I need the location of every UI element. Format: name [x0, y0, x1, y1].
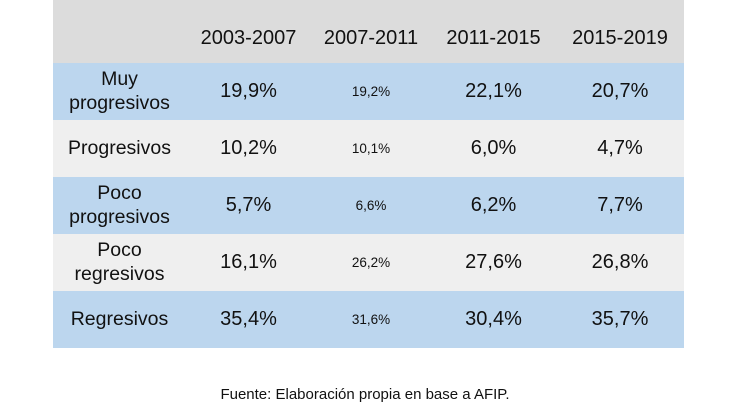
table-cell: 6,0% [470, 137, 517, 159]
header-cell-2007-2011: 2007-2011 [323, 27, 419, 49]
table-cell: 30,4% [465, 308, 522, 330]
header-cell-2011-2015: 2011-2015 [446, 27, 541, 49]
row-label: Poco regresivos [53, 234, 186, 291]
row-label: Progresivos [68, 136, 171, 159]
header-cell-empty [53, 0, 186, 63]
table-cell: 5,7% [225, 194, 272, 216]
table-row: Poco regresivos 16,1% 26,2% 27,6% 26,8% [53, 234, 684, 291]
table-cell: 22,1% [465, 80, 522, 102]
row-label: Poco progresivos [53, 177, 186, 234]
table-cell: 35,7% [591, 308, 649, 330]
header-cell-2003-2007: 2003-2007 [200, 27, 297, 49]
table-cell: 4,7% [597, 137, 643, 159]
table-cell: 20,7% [591, 80, 649, 102]
table-row: Progresivos 10,2% 10,1% 6,0% 4,7% [53, 120, 684, 177]
header-cell-2015-2019: 2015-2019 [572, 27, 668, 49]
table-header-row: 2003-2007 2007-2011 2011-2015 2015-2019 [53, 0, 684, 63]
table-cell: 6,6% [355, 197, 387, 213]
table-cell: 10,2% [220, 137, 277, 159]
source-note: Fuente: Elaboración propia en base a AFI… [220, 386, 510, 403]
table-cell: 16,1% [220, 251, 277, 273]
row-label-text: Poco regresivos [74, 239, 165, 285]
table-row: Regresivos 35,4% 31,6% 30,4% 35,7% [53, 291, 684, 348]
table-row: Muy progresivos 19,9% 19,2% 22,1% 20,7% [53, 63, 684, 120]
row-label: Muy progresivos [53, 63, 186, 120]
table-cell: 6,2% [470, 194, 517, 216]
table-row: Poco progresivos 5,7% 6,6% 6,2% 7,7% [53, 177, 684, 234]
table-cell: 27,6% [465, 251, 522, 273]
table-cell: 7,7% [597, 194, 643, 216]
table-cell: 10,1% [351, 140, 391, 156]
row-label: Regresivos [70, 307, 169, 330]
row-label-text: Poco progresivos [69, 182, 170, 228]
table-cell: 35,4% [220, 308, 277, 330]
table-cell: 31,6% [351, 311, 391, 327]
data-table: 2003-2007 2007-2011 2011-2015 2015-2019 … [53, 0, 684, 348]
row-label-text: Muy progresivos [69, 68, 170, 114]
table-cell: 26,2% [351, 254, 391, 270]
table-cell: 19,9% [220, 80, 277, 102]
table-cell: 19,2% [351, 83, 391, 99]
table-cell: 26,8% [591, 251, 649, 273]
